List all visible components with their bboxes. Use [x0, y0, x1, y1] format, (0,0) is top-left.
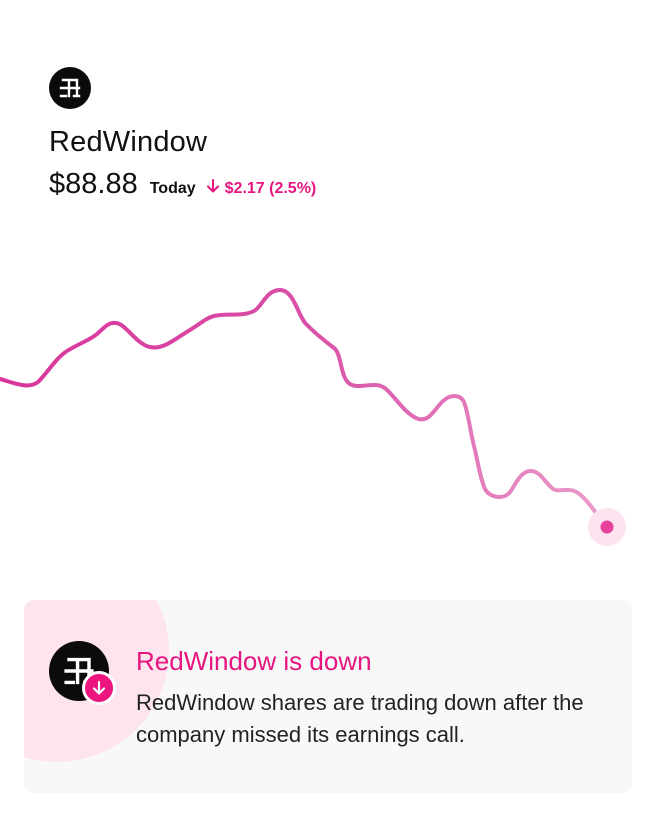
arrow-down-icon	[92, 680, 106, 695]
price-line-chart	[0, 288, 626, 546]
price-line	[0, 288, 609, 529]
redwindow-logo-icon	[64, 657, 94, 685]
current-point	[600, 520, 614, 534]
arrow-down-icon	[206, 178, 219, 192]
company-logo	[49, 67, 91, 109]
redwindow-logo-icon	[59, 78, 81, 98]
alert-card[interactable]: RedWindow is down RedWindow shares are t…	[24, 600, 632, 793]
company-name: RedWindow	[49, 126, 208, 158]
stock-price: $88.88	[49, 168, 138, 200]
down-badge	[82, 671, 116, 705]
period-label: Today	[149, 180, 196, 197]
price-change: $2.17 (2.5%)	[224, 180, 317, 197]
alert-message: RedWindow shares are trading down after …	[136, 690, 584, 747]
price-row: $88.88 Today $2.17 (2.5%)	[49, 168, 316, 201]
alert-title: RedWindow is down	[136, 646, 372, 676]
